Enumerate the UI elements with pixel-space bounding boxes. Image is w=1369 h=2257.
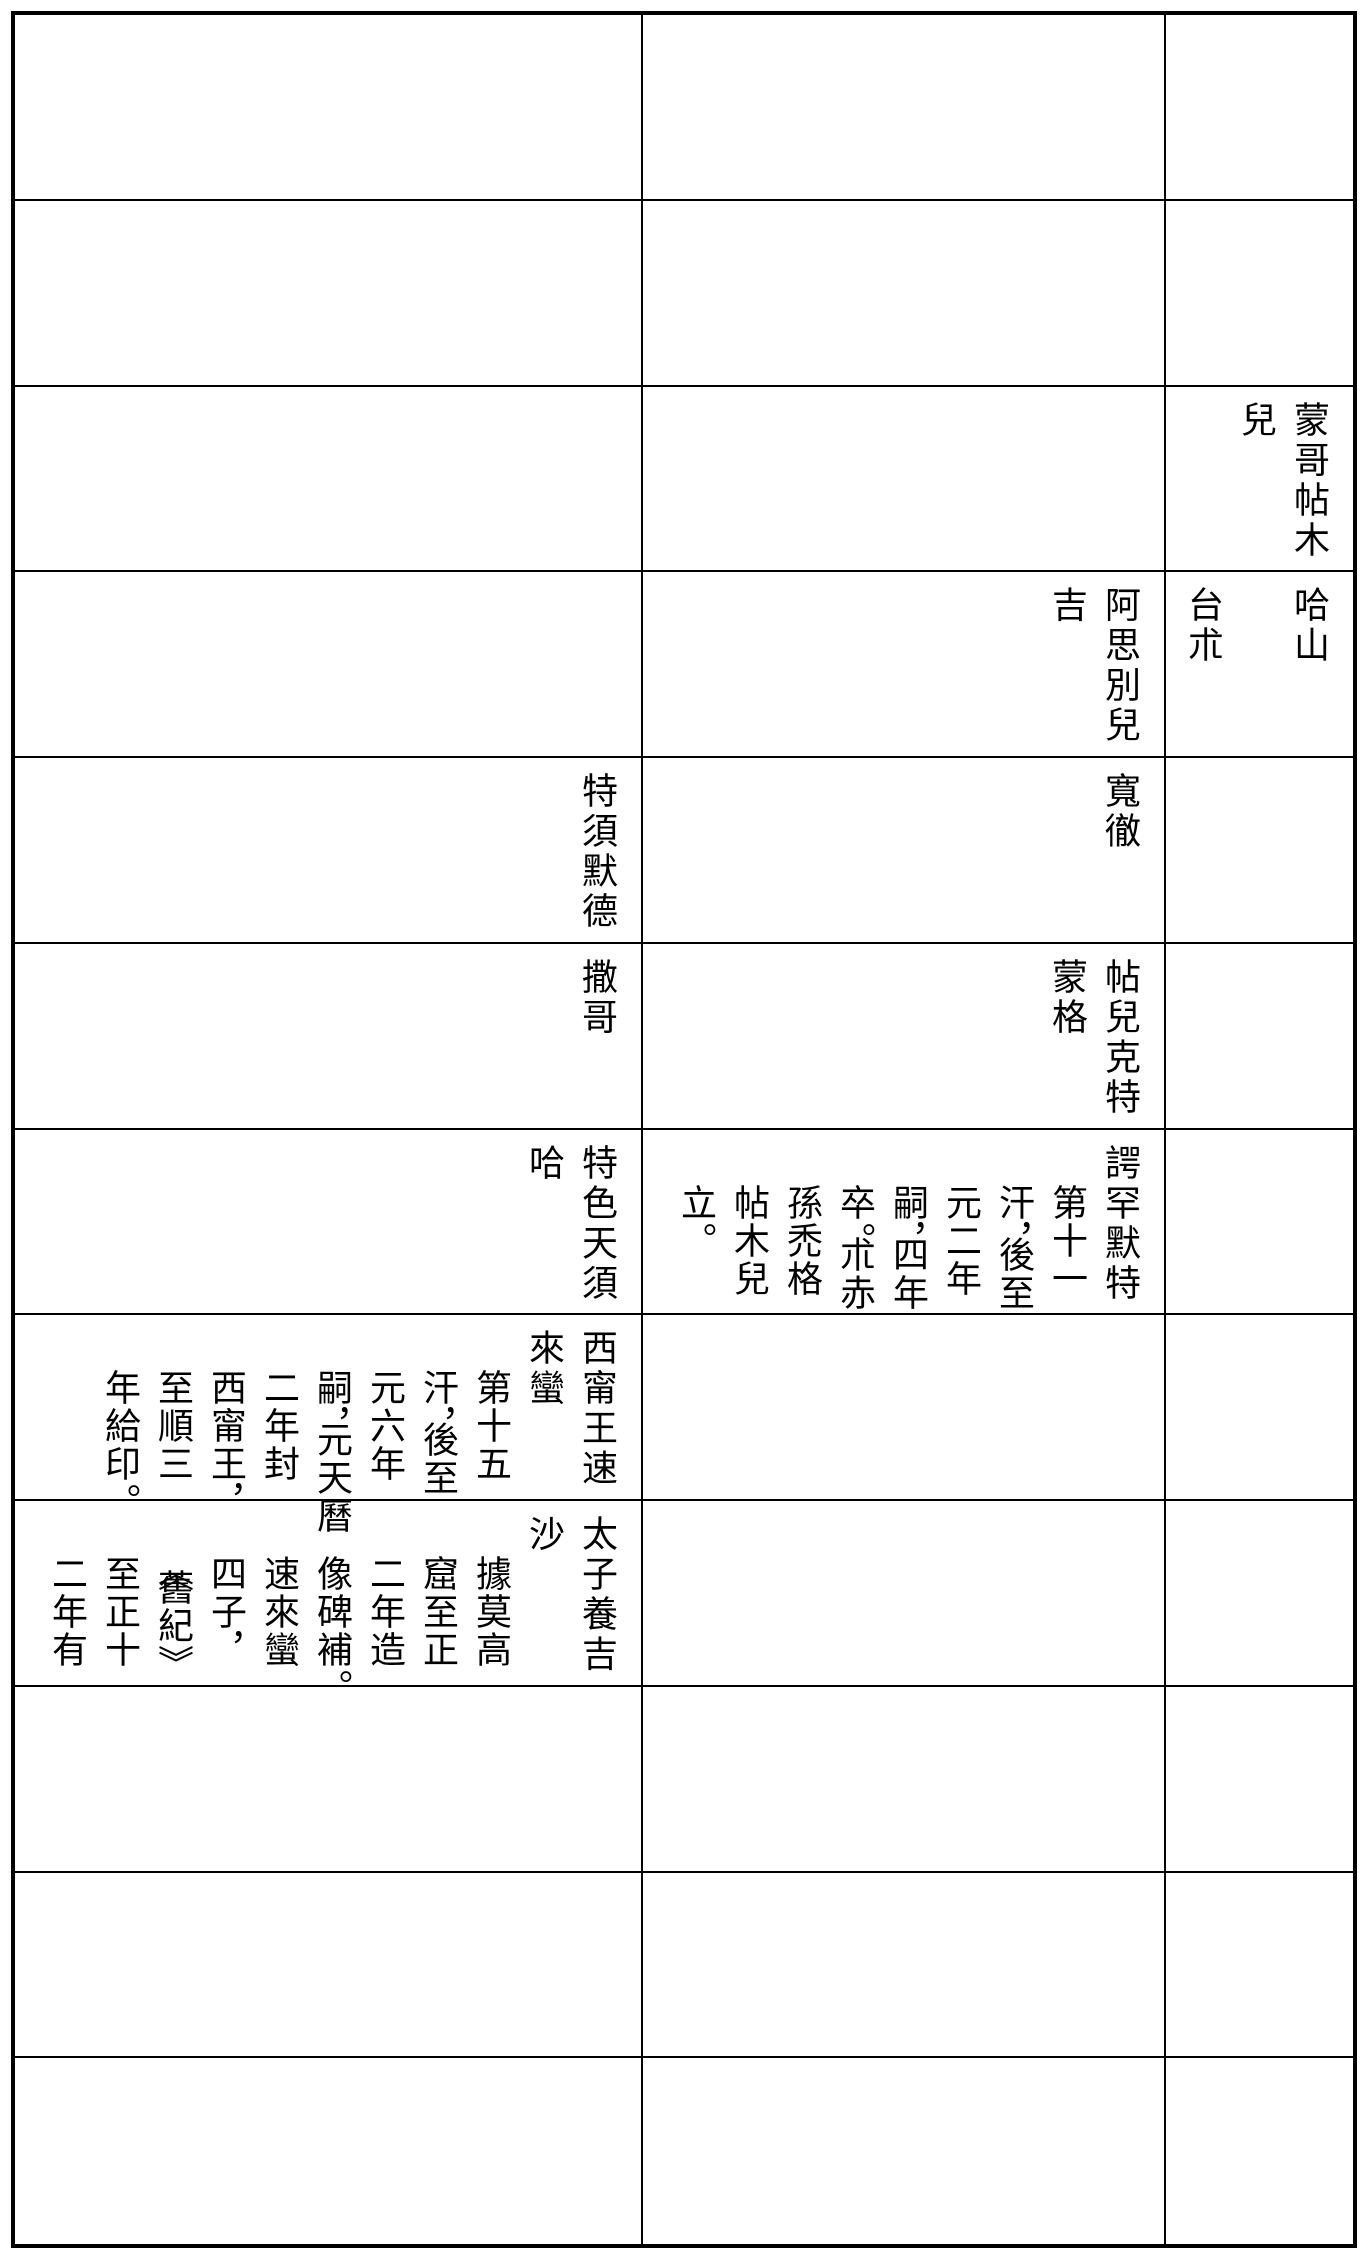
table-cell-left: 撒哥 — [15, 943, 643, 1130]
annotation-text-column: 像碑補。 — [305, 1515, 358, 1705]
punctuation-mark: 。 — [99, 1483, 140, 1520]
table-cell-left — [15, 15, 643, 201]
punctuation-mark: ， — [887, 1221, 928, 1258]
name-text-column: 帖兒克特 — [1099, 957, 1140, 1118]
table-cell-middle — [643, 200, 1166, 387]
table-cell-middle — [643, 1315, 1166, 1501]
annotation-text-column: 二年封 — [258, 1369, 299, 1484]
table-cell-right: 哈山 台朮 — [1166, 572, 1353, 758]
annotation-text-column: 速來蠻 — [258, 1555, 299, 1669]
punctuation-mark: 。 — [675, 1221, 716, 1258]
table-cell-right — [1166, 758, 1353, 944]
table-cell-right — [1166, 1130, 1353, 1316]
punctuation-mark: 。 — [834, 1221, 875, 1258]
annotation-text-column: 二年有 — [46, 1555, 87, 1669]
annotation-text-column: 卒。朮赤 — [828, 1144, 881, 1312]
table-cell-middle — [643, 1501, 1166, 1687]
name-text-column: 特色天須 — [576, 1143, 617, 1304]
punctuation-mark: ， — [417, 1407, 458, 1444]
table-cell-left — [15, 200, 643, 387]
table-cell-right — [1166, 944, 1353, 1130]
name-text-column: 哈山 — [1288, 586, 1329, 667]
table-cell-right — [1166, 15, 1353, 201]
punctuation-mark: ， — [205, 1483, 246, 1520]
genealogy-table: 蒙哥帖木兒哈山 台朮 阿思別兒吉寬徹 特須默德 帖兒克特 蒙格 撒哥 諤罕默特 第十一 汗，後至元… — [11, 11, 1357, 2248]
annotation-text-column: 至順三 — [152, 1369, 193, 1484]
name-text-column: 兒 — [1235, 400, 1276, 441]
table-cell-middle — [643, 2058, 1166, 2244]
annotation-text-column: 孫禿格 — [781, 1183, 822, 1298]
table-cell-left — [15, 1872, 643, 2059]
table-cell-middle: 帖兒克特 蒙格 — [643, 943, 1166, 1130]
table-cell-left — [15, 2058, 643, 2244]
name-text-column: 特須默德 — [576, 772, 617, 932]
table-cell-left: 太子養吉沙據莫高 窟至正 二年造 像碑補。 速來蠻 四子， 《舊紀》 至正十 二年有 — [15, 1501, 643, 1705]
name-text-column: 太子養吉 — [576, 1515, 617, 1675]
name-text-column: 西甯王速 — [576, 1329, 617, 1490]
table-cell-left — [15, 386, 643, 573]
annotation-text-column: 西甯王， — [199, 1329, 252, 1520]
name-text-column: 阿思別兒 — [1099, 586, 1140, 747]
name-text-column: 寬徹 — [1099, 772, 1140, 852]
annotation-text-column: 據莫高 — [470, 1555, 511, 1669]
name-text-column: 吉 — [1046, 586, 1087, 627]
punctuation-mark: 《 — [152, 1555, 193, 1591]
table-cell-right — [1166, 2058, 1353, 2244]
punctuation-mark: 》 — [152, 1645, 193, 1681]
annotation-text-column: 立。 — [669, 1144, 722, 1258]
punctuation-mark: ， — [205, 1631, 246, 1667]
punctuation-mark: ， — [993, 1221, 1034, 1258]
table-cell-right — [1166, 1873, 1353, 2059]
table-cell-middle: 寬徹 — [643, 758, 1166, 944]
name-text-column: 諤罕默特 — [1099, 1143, 1140, 1304]
annotation-text-column: 嗣，四年 — [881, 1144, 934, 1312]
name-text-column: 來蠻 — [523, 1329, 564, 1410]
table-cell-left — [15, 1686, 643, 1873]
annotation-text-column: 嗣，元天曆 — [305, 1329, 358, 1535]
table-cell-right — [1166, 1501, 1353, 1687]
name-text-column: 台朮 — [1182, 586, 1223, 667]
table-cell-middle — [643, 1686, 1166, 1873]
annotation-text-column: 窟至正 — [417, 1555, 458, 1669]
annotation-text-column: 帖木兒 — [728, 1183, 769, 1298]
table-cell-left — [15, 572, 643, 758]
name-text-column: 沙 — [523, 1515, 564, 1555]
annotation-text-column: 元六年 — [364, 1369, 405, 1484]
table-cell-right — [1166, 1315, 1353, 1501]
table-cell-left: 特色天須哈 — [15, 1129, 643, 1316]
table-cell-middle — [643, 386, 1166, 573]
annotation-text-column: 《舊紀》 — [146, 1515, 199, 1681]
name-text-column: 蒙哥帖木 — [1288, 400, 1329, 561]
name-text-column: 哈 — [523, 1143, 564, 1184]
annotation-text-column: 元二年 — [940, 1183, 981, 1298]
table-cell-middle — [643, 15, 1166, 201]
annotation-text-column: 汗，後至 — [987, 1144, 1040, 1312]
table-cell-right — [1166, 1687, 1353, 1873]
table-cell-middle — [643, 1872, 1166, 2059]
annotation-text-column: 二年造 — [364, 1555, 405, 1669]
table-cell-left: 西甯王速 來蠻 第十五 汗，後至 元六年 嗣，元天曆 二年封 西甯王， 至順三 年給印。 — [15, 1315, 643, 1535]
table-cell-middle: 阿思別兒吉 — [643, 572, 1166, 758]
annotation-text-column: 至正十 — [99, 1555, 140, 1669]
table-cell-right: 蒙哥帖木兒 — [1166, 387, 1353, 573]
annotation-text-column: 第十五 — [470, 1369, 511, 1484]
table-cell-right — [1166, 201, 1353, 387]
punctuation-mark: 。 — [311, 1669, 352, 1705]
table-cell-middle: 諤罕默特 第十一 汗，後至 元二年 嗣，四年 卒。朮赤 孫禿格 帖木兒 立。 — [643, 1129, 1166, 1316]
annotation-text-column: 汗，後至 — [411, 1329, 464, 1497]
annotation-text-column: 年給印。 — [93, 1329, 146, 1520]
name-text-column: 蒙格 — [1046, 957, 1087, 1038]
punctuation-mark: ， — [311, 1407, 352, 1444]
annotation-text-column: 第十一 — [1046, 1183, 1087, 1298]
table-cell-left: 特須默德 — [15, 758, 643, 944]
name-text-column: 撒哥 — [576, 957, 617, 1038]
annotation-text-column: 四子， — [199, 1515, 252, 1667]
